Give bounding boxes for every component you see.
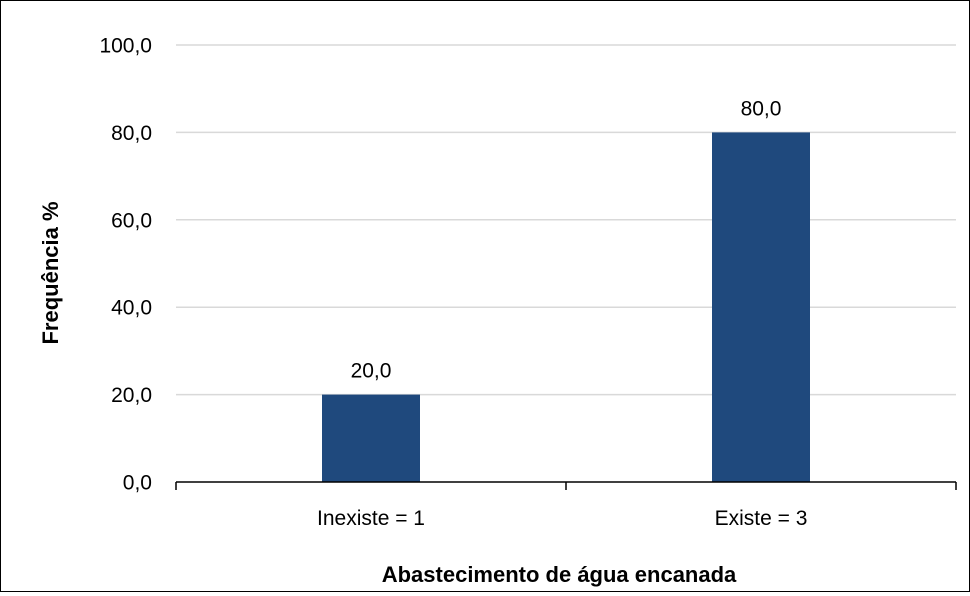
x-category-label: Existe = 3 (715, 507, 808, 530)
bar-value-label: 20,0 (351, 360, 392, 383)
y-tick-label: 40,0 (111, 297, 152, 320)
labels: 0,0 20,0 40,0 60,0 80,0 100,0 20,0 Inexiste = 1… (99, 35, 807, 531)
bar (322, 394, 420, 482)
x-axis-title: Abastecimento de água encanada (382, 562, 737, 587)
bar-value-label: 80,0 (741, 97, 782, 120)
x-category-label: Inexiste = 1 (317, 507, 425, 530)
y-axis-title: Frequência % (38, 201, 63, 344)
y-tick-label: 100,0 (99, 35, 152, 58)
gridlines (176, 44, 956, 396)
bars (322, 132, 810, 482)
axes (175, 481, 957, 490)
bar (712, 132, 810, 482)
y-tick-label: 20,0 (111, 384, 152, 407)
y-tick-label: 0,0 (123, 472, 152, 495)
y-tick-label: 80,0 (111, 122, 152, 145)
y-tick-label: 60,0 (111, 209, 152, 232)
